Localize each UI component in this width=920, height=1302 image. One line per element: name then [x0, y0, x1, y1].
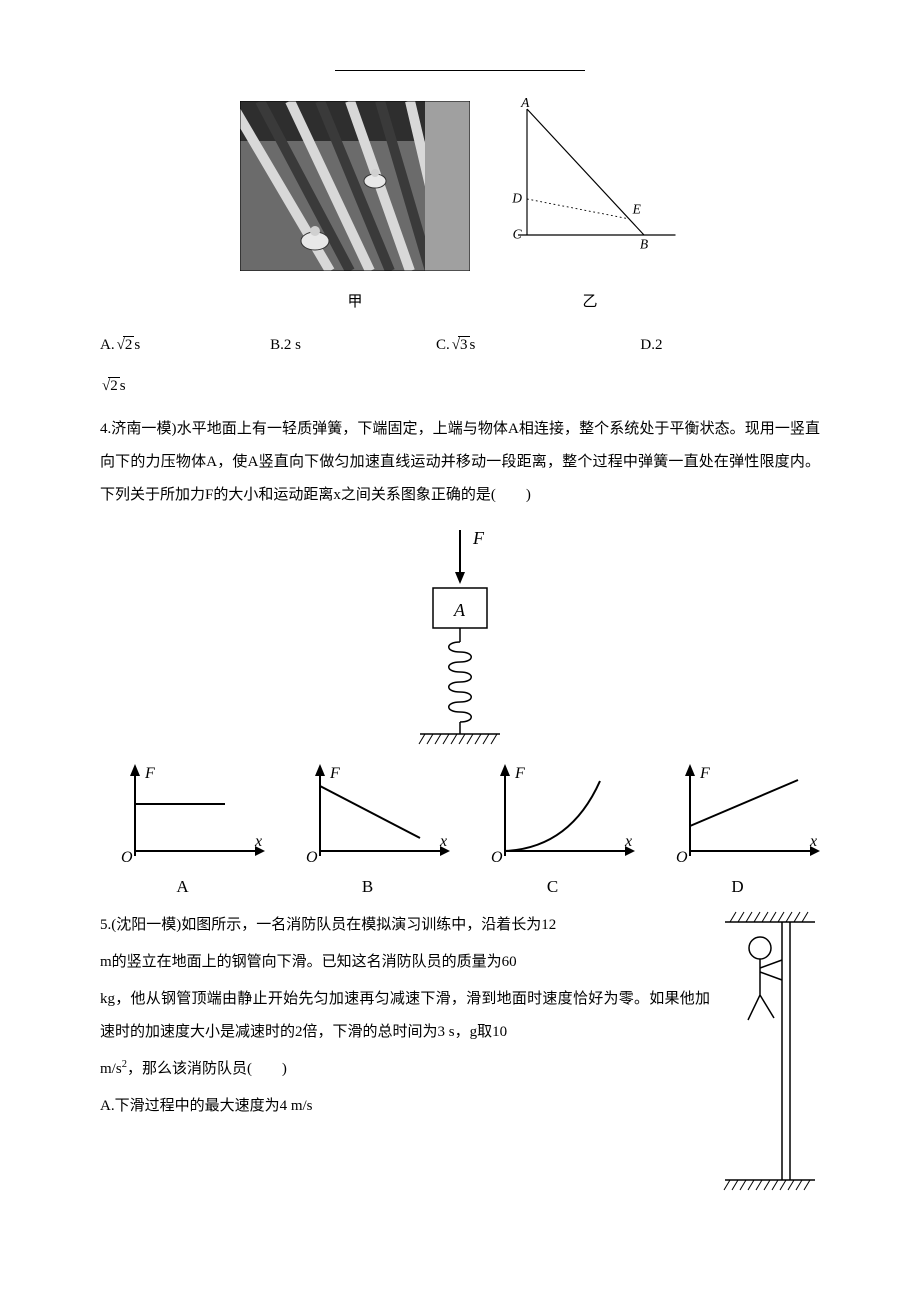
caption-yi: 乙: [500, 286, 680, 319]
sqrt-icon: 3: [450, 329, 470, 362]
svg-text:O: O: [491, 849, 503, 866]
q4-graph-c: F x O C: [460, 756, 645, 905]
svg-text:F: F: [514, 765, 525, 782]
slide-photo-placeholder: [240, 101, 470, 271]
sqrt-icon: 2: [115, 329, 135, 362]
q5-line2: m的竖立在地面上的钢管向下滑。已知这名消防队员的质量为60: [100, 946, 710, 979]
svg-text:F: F: [329, 765, 340, 782]
q4-graph-d: F x O D: [645, 756, 830, 905]
svg-text:x: x: [254, 833, 262, 850]
caption-jia: 甲: [240, 286, 470, 319]
svg-text:A: A: [453, 600, 466, 620]
q4-graph-b: F x O B: [275, 756, 460, 905]
figure-row-top: 甲 A C B D E 乙: [100, 91, 820, 319]
svg-text:A: A: [520, 95, 530, 110]
q3-options: A. 2 s B.2 s C. 3 s D.2: [100, 329, 820, 362]
svg-text:C: C: [513, 227, 523, 242]
figure-yi: A C B D E 乙: [500, 91, 680, 319]
q3-option-b: B.2 s: [270, 329, 301, 362]
svg-text:F: F: [699, 765, 710, 782]
sqrt-icon: 2: [100, 370, 120, 403]
svg-text:B: B: [640, 237, 648, 252]
svg-text:O: O: [306, 849, 318, 866]
svg-text:F: F: [472, 528, 485, 548]
q5-line1: 5.(沈阳一模)如图所示，一名消防队员在模拟演习训练中，沿着长为12: [100, 909, 710, 942]
svg-text:O: O: [676, 849, 688, 866]
svg-text:x: x: [439, 833, 447, 850]
svg-text:E: E: [632, 201, 642, 216]
svg-text:x: x: [624, 833, 632, 850]
q4-graph-a: F x O A: [90, 756, 275, 905]
q3-option-d: D.2: [640, 329, 662, 362]
q5-option-a: A.下滑过程中的最大速度为4 m/s: [100, 1090, 710, 1123]
q4-stem: 4.济南一模)水平地面上有一轻质弹簧，下端固定，上端与物体A相连接，整个系统处于…: [100, 413, 820, 512]
q3-option-a: A. 2 s: [100, 329, 140, 362]
q5-line3: kg，他从钢管顶端由静止开始先匀加速再匀减速下滑，滑到地面时速度恰好为零。如果他…: [100, 983, 710, 1049]
spring-diagram: F A: [405, 522, 515, 752]
q4-graph-options: F x O A F x O B: [90, 756, 830, 905]
svg-text:x: x: [809, 833, 817, 850]
q3-option-c: C. 3 s: [436, 329, 475, 362]
svg-text:D: D: [511, 191, 522, 206]
q5-figure: [720, 910, 820, 1208]
svg-text:F: F: [144, 765, 155, 782]
q3-option-d-cont: 2 s: [100, 370, 126, 403]
triangle-diagram: A C B D E: [500, 91, 680, 271]
figure-jia: 甲: [240, 101, 470, 319]
q5-line4: m/s2，那么该消防队员( ): [100, 1053, 710, 1086]
q5-block: 5.(沈阳一模)如图所示，一名消防队员在模拟演习训练中，沿着长为12 m的竖立在…: [100, 905, 820, 1208]
svg-text:O: O: [121, 849, 133, 866]
